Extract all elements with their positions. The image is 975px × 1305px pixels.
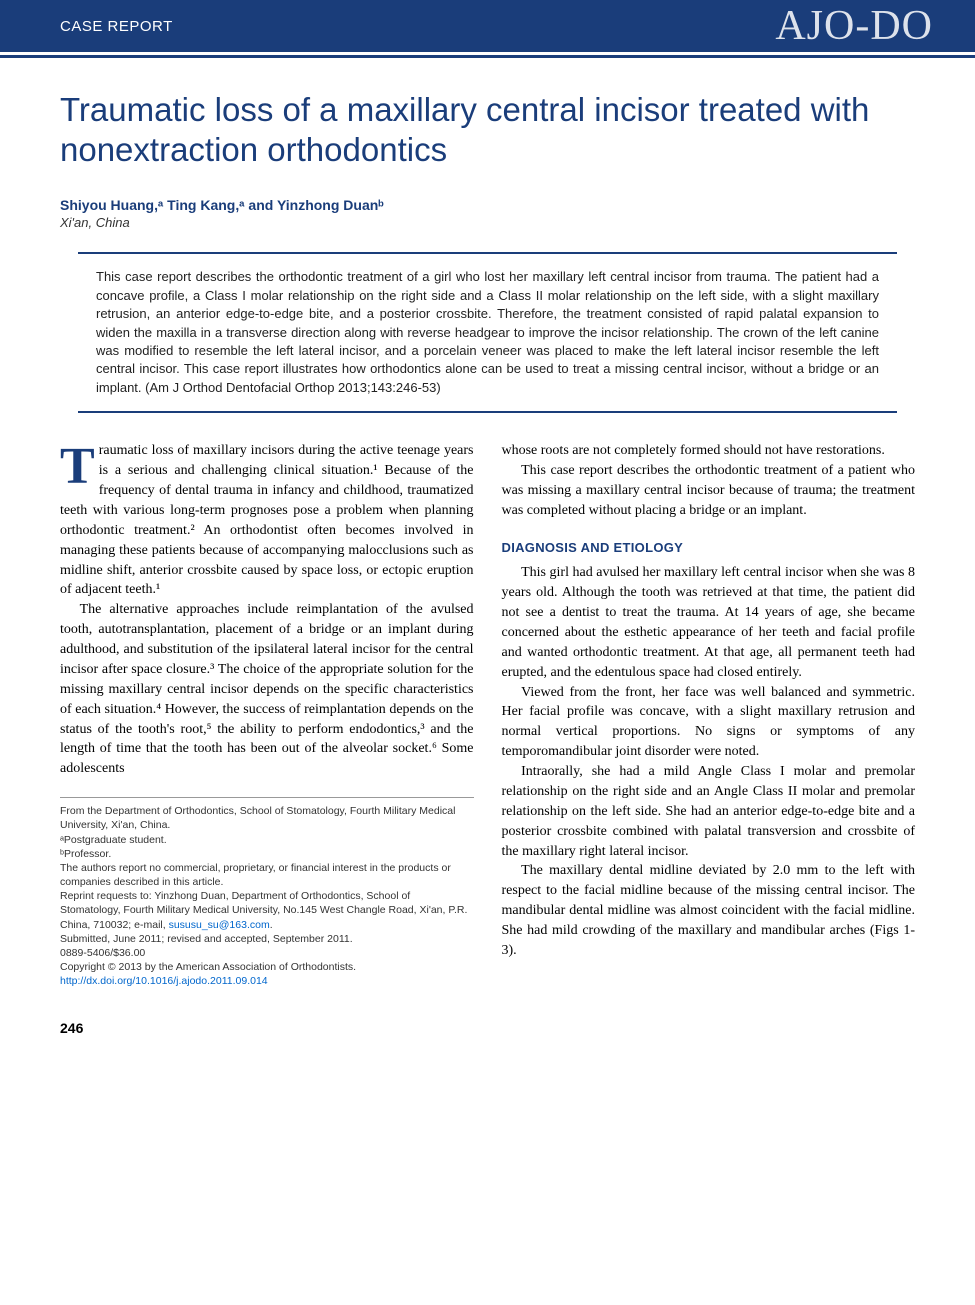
- footnote-reprint: Reprint requests to: Yinzhong Duan, Depa…: [60, 889, 474, 932]
- page: CASE REPORT AJO-DO Traumatic loss of a m…: [0, 0, 975, 1036]
- intro-paragraph-1: Traumatic loss of maxillary incisors dur…: [60, 441, 474, 600]
- header-bar: CASE REPORT AJO-DO: [0, 0, 975, 52]
- footnote-b: ᵇProfessor.: [60, 847, 474, 861]
- diag-paragraph-2: Viewed from the front, her face was well…: [502, 683, 916, 763]
- footnote-from: From the Department of Orthodontics, Sch…: [60, 804, 474, 832]
- footnote-copyright: Copyright © 2013 by the American Associa…: [60, 960, 474, 974]
- footnote-a: ᵃPostgraduate student.: [60, 833, 474, 847]
- journal-logo: AJO-DO: [775, 2, 933, 50]
- col2-paragraph-1: whose roots are not completely formed sh…: [502, 441, 916, 461]
- content-area: Traumatic loss of a maxillary central in…: [0, 52, 975, 1008]
- authors-line: Shiyou Huang,ᵃ Ting Kang,ᵃ and Yinzhong …: [60, 197, 915, 213]
- article-title: Traumatic loss of a maxillary central in…: [60, 90, 915, 169]
- footnotes-block: From the Department of Orthodontics, Sch…: [60, 797, 474, 988]
- page-number: 246: [0, 1008, 975, 1036]
- footnote-submitted: Submitted, June 2011; revised and accept…: [60, 932, 474, 946]
- section-label: CASE REPORT: [60, 18, 173, 35]
- col2-paragraph-2: This case report describes the orthodont…: [502, 461, 916, 521]
- doi-link[interactable]: http://dx.doi.org/10.1016/j.ajodo.2011.0…: [60, 975, 268, 987]
- footnote-coi: The authors report no commercial, propri…: [60, 861, 474, 889]
- diag-paragraph-4: The maxillary dental midline deviated by…: [502, 861, 916, 960]
- email-link[interactable]: sususu_su@163.com: [169, 919, 270, 931]
- footnote-issn: 0889-5406/$36.00: [60, 946, 474, 960]
- dropcap: T: [60, 441, 99, 489]
- intro-paragraph-2: The alternative approaches include reimp…: [60, 600, 474, 779]
- section-heading-diagnosis: DIAGNOSIS AND ETIOLOGY: [502, 539, 916, 557]
- affiliation: Xi'an, China: [60, 215, 915, 230]
- diag-paragraph-3: Intraorally, she had a mild Angle Class …: [502, 762, 916, 861]
- diag-paragraph-1: This girl had avulsed her maxillary left…: [502, 563, 916, 682]
- abstract-box: This case report describes the orthodont…: [78, 252, 897, 413]
- body-columns: Traumatic loss of maxillary incisors dur…: [60, 441, 915, 988]
- p1-text: raumatic loss of maxillary incisors duri…: [60, 443, 474, 597]
